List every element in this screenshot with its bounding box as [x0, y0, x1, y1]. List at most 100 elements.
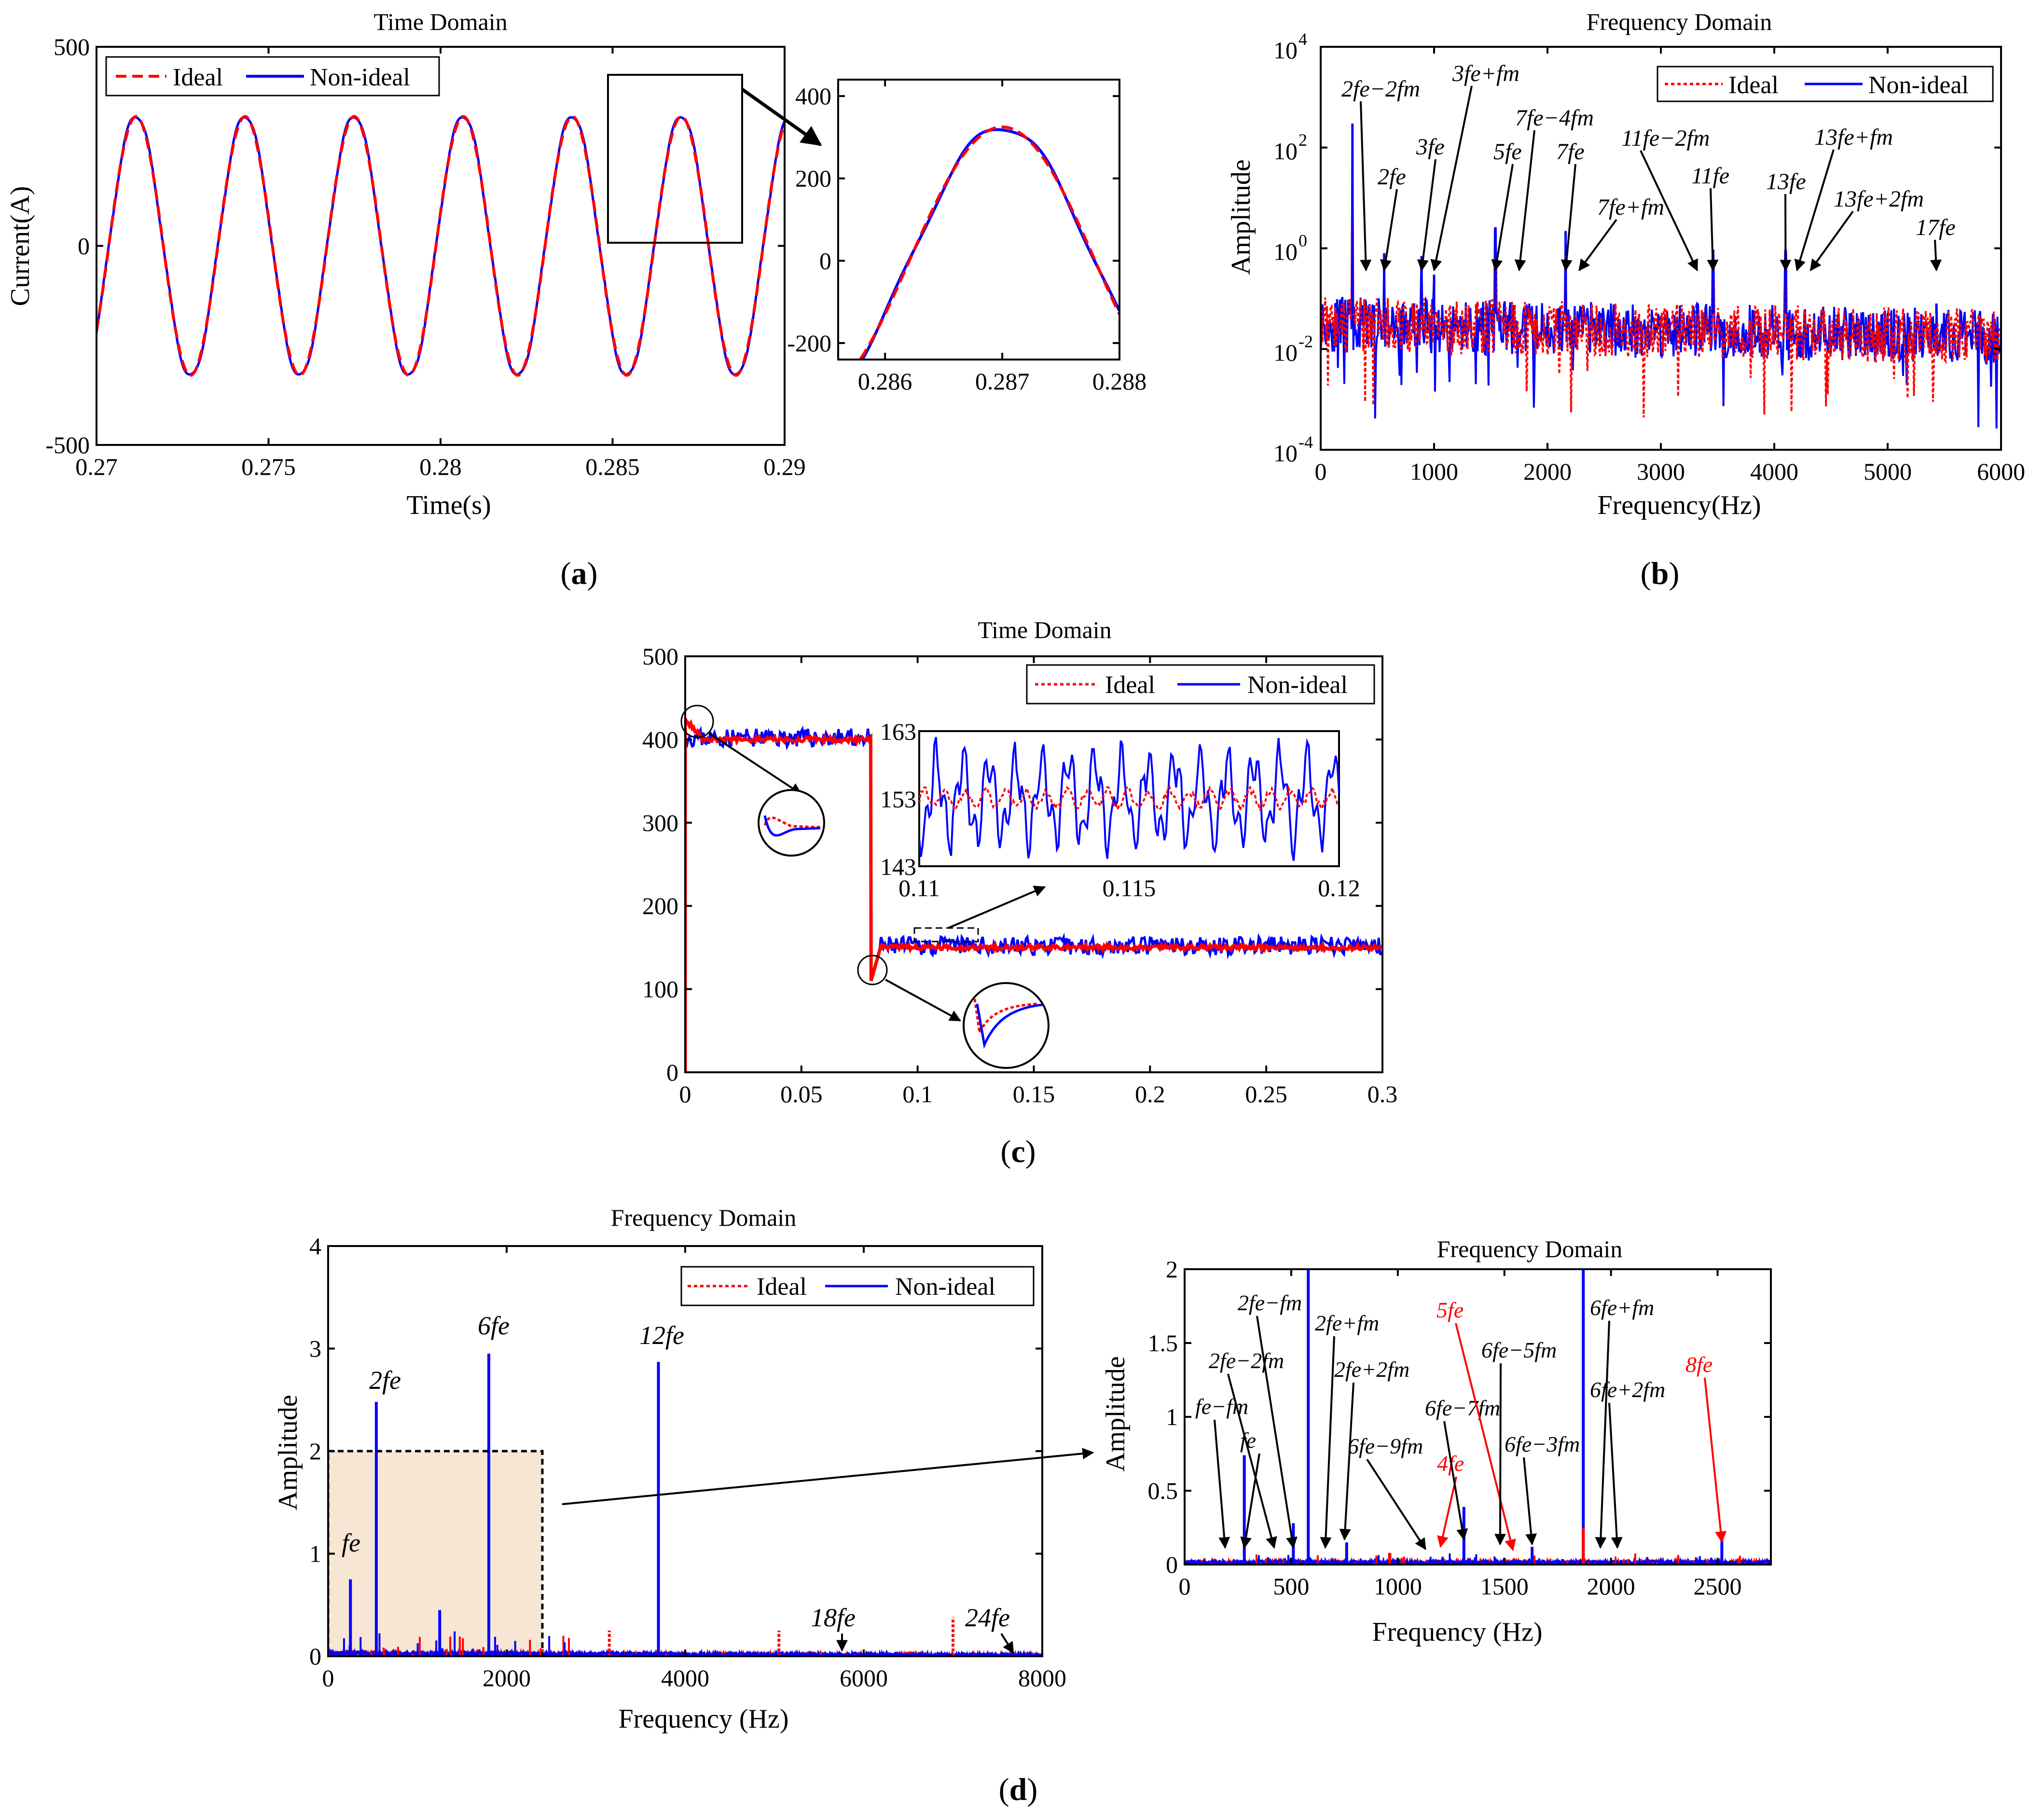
- c-inset-plot: [919, 737, 1339, 861]
- y-tick-label: 0: [819, 247, 831, 274]
- dz-title: Frequency Domain: [1437, 1235, 1623, 1262]
- a-inset-series-ideal: [858, 125, 1119, 360]
- b-annotation-label: 3fe+fm: [1452, 61, 1519, 86]
- b-legend-nonideal: Non-ideal: [1868, 71, 1969, 99]
- c-inset-series-nonideal: [919, 737, 1339, 861]
- d-annotation-label: 12fe: [639, 1321, 684, 1350]
- c-inset-y-tick-label: 143: [880, 853, 916, 880]
- x-tick-label: 6000: [1977, 458, 2025, 485]
- x-tick-label: 0.1: [902, 1081, 933, 1108]
- panel-a: Time Domain 0.27 0.275 0.28 0.285 0.29 -5000…: [5, 8, 1146, 520]
- b-annotation-label: 7fe−4fm: [1515, 105, 1594, 131]
- c-zoom-arrow: [948, 886, 1046, 929]
- d-annotation-arrow-24fe: [1000, 1633, 1014, 1654]
- y-tick-label: -200: [787, 330, 831, 357]
- x-tick-label: 2000: [483, 1664, 531, 1691]
- x-tick-label: 0.27: [75, 453, 118, 480]
- b-annotations: 2fe−2fm 2fe 3fe 3fe+fm 5fe 7fe−4fm 7fe 7fe+fm 11…: [1341, 61, 1956, 272]
- x-tick-label: 0.288: [1092, 368, 1147, 395]
- dz-annotation-label: 6fe−7fm: [1425, 1396, 1500, 1420]
- x-tick-label: 500: [1273, 1573, 1309, 1600]
- x-tick-label: 3000: [1637, 458, 1685, 485]
- y-tick-label: 4: [309, 1233, 321, 1260]
- x-tick-label: 0.286: [858, 368, 912, 395]
- d-annotation-label: 2fe: [369, 1366, 401, 1395]
- x-tick-label: 0.15: [1013, 1081, 1055, 1108]
- panel-label-b: (b): [1641, 556, 1680, 591]
- c-inset-x-tick-label: 0.115: [1103, 874, 1156, 901]
- d-annotation-label: fe: [342, 1528, 360, 1557]
- y-tick-label: 2: [309, 1438, 321, 1465]
- dz-x-ticks: 0 500 1000 1500 2000 2500: [1179, 1269, 1742, 1600]
- x-tick-label: 0.25: [1245, 1081, 1287, 1108]
- b-annotation-label: 17fe: [1916, 215, 1956, 240]
- y-tick-label-base: 10: [1273, 339, 1298, 366]
- b-annotation-arrow: [1707, 188, 1719, 272]
- b-annotation-label: 11fe: [1691, 163, 1729, 189]
- dz-annotation-arrow: [1339, 1382, 1354, 1541]
- c-legend: Ideal Non-ideal: [1026, 664, 1375, 705]
- a-legend-nonideal: Non-ideal: [310, 64, 410, 91]
- c-inset-x-tick-label: 0.12: [1318, 874, 1360, 901]
- y-tick-label: 1: [309, 1540, 321, 1567]
- b-annotation-arrow: [1417, 159, 1436, 272]
- panel-c: Time Domain 0 0.05 0.1 0.15 0.2 0.25 0.3 0 100 2…: [642, 616, 1397, 1108]
- c-x-ticks: 0 0.05 0.1 0.15 0.2 0.25 0.3: [679, 656, 1397, 1108]
- x-tick-label: 2000: [1587, 1573, 1635, 1600]
- y-tick-label: 1.5: [1148, 1330, 1178, 1357]
- y-tick-label: 0: [666, 1059, 678, 1086]
- a-series-ideal: [97, 115, 785, 377]
- dz-ylabel: Amplitude: [1101, 1356, 1131, 1472]
- c-y-ticks: 0 100 200 300 400 500: [642, 643, 1382, 1086]
- x-tick-label: 0: [1315, 458, 1327, 485]
- b-legend: Ideal Non-ideal: [1657, 66, 1994, 102]
- x-tick-label: 2500: [1694, 1573, 1742, 1600]
- a-series-nonideal: [97, 116, 785, 376]
- b-annotation-arrow: [1430, 85, 1473, 272]
- x-tick-label: 0.29: [763, 453, 806, 480]
- panel-label-a: (a): [561, 556, 598, 591]
- d-xlabel: Frequency (Hz): [619, 1704, 789, 1734]
- c-inset-series-ideal: [919, 784, 1339, 813]
- a-inset-frame: [837, 79, 1120, 360]
- c-inset-frame: [918, 730, 1340, 867]
- b-annotation-arrow: [1640, 150, 1699, 272]
- d-annotations: fe 2fe 6fe 12fe 18fe 24fe: [342, 1311, 1094, 1654]
- b-annotation-arrow: [1809, 210, 1854, 271]
- a-legend: Ideal Non-ideal: [105, 56, 440, 97]
- dz-annotation-label: 2fe−2fm: [1209, 1348, 1284, 1373]
- d-x-ticks: 0 2000 4000 6000 8000: [322, 1246, 1066, 1691]
- dz-annotation-arrow: [1523, 1457, 1537, 1546]
- dz-annotation-arrow: [1227, 1373, 1277, 1549]
- panel-label-d: (d): [999, 1772, 1038, 1807]
- y-tick-label-exp: 0: [1298, 231, 1307, 250]
- dz-annotation-arrow: [1608, 1402, 1623, 1549]
- dz-xlabel: Frequency (Hz): [1372, 1617, 1543, 1647]
- c-mag-nonideal-2: [976, 1003, 1043, 1049]
- dz-annotation-arrow: [1256, 1316, 1298, 1549]
- b-annotation-arrow: [1380, 189, 1398, 272]
- a-inset-y-ticks: -200 0 200 400: [787, 83, 1119, 357]
- dz-annotation-arrow: [1240, 1453, 1260, 1549]
- dz-annotation-arrow: [1214, 1419, 1230, 1549]
- c-mag-lens-1: [758, 789, 825, 857]
- x-tick-label: 4000: [661, 1664, 709, 1691]
- dz-annotation-label: 2fe−fm: [1238, 1290, 1302, 1315]
- y-tick-label: 500: [54, 33, 90, 60]
- b-annotation-label: 5fe: [1493, 139, 1522, 165]
- b-annotation-arrow: [1794, 149, 1835, 272]
- x-tick-label: 0.28: [419, 453, 462, 480]
- y-tick-label-exp: 4: [1298, 29, 1307, 49]
- d-ylabel: Amplitude: [273, 1395, 303, 1510]
- panel-d: Frequency Domain 0 2000 4000 6000 8000 0 1 2 3 4…: [273, 1204, 1772, 1734]
- c-legend-nonideal: Non-ideal: [1247, 671, 1348, 699]
- dz-annotation-label: 8fe: [1685, 1352, 1713, 1377]
- dz-annotation-label: fe−fm: [1195, 1394, 1248, 1419]
- dz-annotation-arrow: [1494, 1363, 1506, 1546]
- x-tick-label: 0: [679, 1081, 691, 1108]
- y-tick-label-exp: -4: [1298, 432, 1313, 452]
- b-annotation-label: 7fe: [1556, 139, 1585, 165]
- b-xlabel: Frequency(Hz): [1598, 490, 1761, 520]
- c-inset-x-tick-label: 0.11: [898, 874, 940, 901]
